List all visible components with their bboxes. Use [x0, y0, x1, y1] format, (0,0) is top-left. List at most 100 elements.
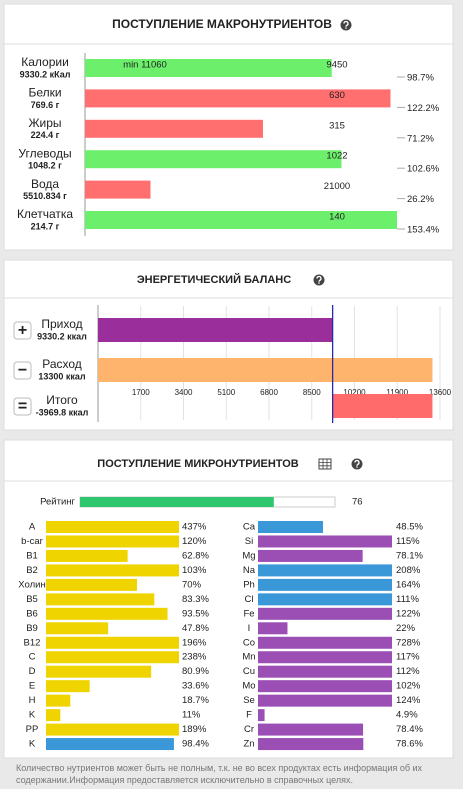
micro-bar: [258, 521, 323, 533]
micro-bar: [258, 636, 392, 649]
nutrient-amount: 5510.834 г: [23, 191, 67, 201]
percent-label: 98.7%: [407, 73, 434, 84]
micro-name: Cu: [243, 666, 255, 677]
nutrient-amount: 769.6 г: [31, 100, 60, 110]
micro-percent: 102%: [396, 681, 421, 692]
micro-name: Mn: [242, 652, 255, 663]
energy-amount: -3969.8 ккал: [36, 407, 89, 417]
micro-name: Mg: [242, 550, 255, 561]
micro-name: Cl: [245, 594, 254, 605]
norm-label: 1022: [326, 151, 347, 162]
help-circle: [313, 274, 325, 286]
micro-bar: [46, 723, 179, 736]
micro-percent: 93.5%: [182, 608, 209, 619]
micro-name: K: [29, 739, 36, 750]
micro-name: B12: [24, 637, 41, 648]
micro-percent: 208%: [396, 565, 421, 576]
micro-bar: [258, 535, 392, 548]
energy-amount: 9330.2 ккал: [37, 331, 87, 341]
micro-percent: 33.6%: [182, 681, 209, 692]
help-circle: [351, 458, 363, 470]
x-tick-label: 6800: [260, 388, 278, 397]
percent-label: 71.2%: [407, 133, 434, 144]
norm-label: 140: [329, 212, 345, 223]
help-icon[interactable]: [351, 458, 363, 470]
sign-box: [13, 361, 32, 380]
sign: −: [18, 362, 27, 379]
micro-bar: [258, 578, 392, 591]
help-dot: [356, 466, 358, 468]
macro-bar: [85, 89, 391, 108]
micro-bar: [258, 665, 392, 678]
micro-percent: 78.4%: [396, 724, 423, 735]
micro-bar: [46, 622, 109, 635]
micro-percent: 98.4%: [182, 739, 209, 750]
micro-bar: [258, 709, 265, 722]
x-tick-label: 3400: [175, 388, 193, 397]
micro-percent: 18.7%: [182, 695, 209, 706]
micro-percent: 62.8%: [182, 550, 209, 561]
micro-percent: 164%: [396, 579, 421, 590]
help-glyph: [354, 459, 360, 466]
help-icon[interactable]: [313, 274, 325, 286]
micro-bar: [46, 665, 152, 678]
micro-name: C: [29, 652, 36, 663]
micro-bar: [46, 521, 179, 533]
micro-name: Mo: [242, 681, 255, 692]
micro-name: D: [29, 666, 36, 677]
micro-title: ПОСТУПЛЕНИЕ МИКРОНУТРИЕНТОВ: [97, 458, 298, 470]
micro-percent: 48.5%: [396, 522, 423, 533]
nutrient-name: Жиры: [28, 116, 61, 130]
micro-percent: 80.9%: [182, 666, 209, 677]
norm-label: 315: [329, 120, 345, 131]
nutrient-amount: 224.4 г: [31, 130, 60, 140]
micro-name: K: [29, 710, 36, 721]
micro-name: Ca: [243, 522, 256, 533]
micro-percent: 11%: [182, 710, 201, 721]
help-circle: [340, 19, 352, 31]
micro-bar: [258, 607, 392, 620]
rating-bar: [80, 497, 274, 507]
micro-percent: 47.8%: [182, 623, 209, 634]
x-tick-label: 1700: [132, 388, 150, 397]
energy-name: Итого: [46, 393, 78, 407]
micro-bar: [258, 723, 364, 736]
micro-name: Zn: [243, 739, 254, 750]
help-dot: [345, 27, 347, 29]
energy-amount: 13300 ккал: [38, 371, 86, 381]
table-icon[interactable]: [318, 458, 332, 470]
nutrient-name: Белки: [28, 86, 61, 100]
norm-label: 9450: [326, 60, 347, 71]
nutrient-amount: 1048.2 г: [28, 161, 62, 171]
micro-bar: [258, 680, 392, 693]
help-glyph: [343, 20, 349, 27]
micro-bar: [258, 564, 392, 577]
micro-percent: 4.9%: [396, 710, 418, 721]
micro-bar: [46, 578, 137, 591]
micro-percent: 115%: [396, 536, 420, 547]
sign: +: [18, 322, 27, 339]
micro-percent: 120%: [182, 536, 207, 547]
micro-bar: [46, 535, 179, 548]
micro-name: B2: [26, 565, 38, 576]
micro-bar: [46, 549, 128, 562]
nutrient-amount: 214.7 г: [31, 221, 60, 231]
rating-value: 76: [352, 497, 363, 508]
nutrient-name: Вода: [31, 177, 59, 191]
percent-label: 102.6%: [407, 164, 440, 175]
micro-name: B1: [26, 550, 38, 561]
micro-name: Se: [243, 695, 255, 706]
micro-percent: 112%: [396, 666, 420, 677]
x-tick-label: 8500: [303, 388, 321, 397]
norm-label: 630: [329, 90, 345, 101]
nutrient-name: Углеводы: [18, 146, 71, 160]
micro-name: PP: [26, 724, 39, 735]
micro-bar: [258, 549, 363, 562]
help-icon[interactable]: [340, 19, 352, 31]
micro-name: B6: [26, 608, 38, 619]
norm-label: min 11060: [123, 60, 167, 71]
percent-label: 122.2%: [407, 103, 440, 114]
micro-percent: 117%: [396, 652, 420, 663]
micro-bar: [258, 694, 392, 707]
micro-percent: 22%: [396, 623, 416, 634]
